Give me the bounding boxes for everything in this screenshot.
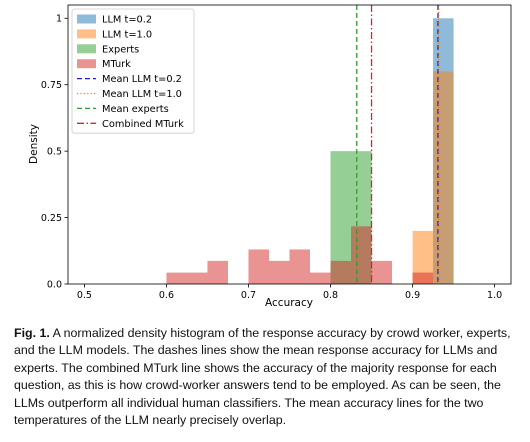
bar-mturk-9 [371,260,393,284]
legend-label-combined-mturk: Combined MTurk [102,119,184,130]
bar-mturk-6 [310,272,331,284]
legend-label-mean-llm-t-1-0: Mean LLM t=1.0 [102,89,182,100]
y-tick-label: 0.25 [41,213,62,224]
bar-llm-t-1-0-1 [433,71,454,284]
y-tick-label: 0.0 [47,279,62,290]
x-axis: 0.5 0.6 0.7 0.8 0.9 1.0 [77,284,502,301]
legend-label-mturk: MTurk [102,59,131,70]
caption-text: A normalized density histogram of the re… [14,326,511,428]
bar-mturk-7 [330,260,352,284]
x-tick-label: 1.0 [487,290,502,301]
bar-mturk-0 [166,272,187,284]
bar-mturk-1 [186,272,208,284]
figure: 0.5 0.6 0.7 0.8 0.9 1.0 0.0 0.25 0.5 0.75 1 Accur… [28,4,512,309]
y-tick-label: 1 [56,14,62,25]
legend-swatch-mturk [77,59,96,69]
y-axis-label: Density [28,124,40,164]
density-histogram-chart: 0.5 0.6 0.7 0.8 0.9 1.0 0.0 0.25 0.5 0.75 1 Accur… [28,4,512,309]
bar-mturk-2 [207,260,228,284]
legend: LLM t=0.2 LLM t=1.0 Experts MTurk Mean LLM t… [71,8,195,134]
legend-swatch-experts [77,44,96,54]
caption-label: Fig. 1. [14,326,50,340]
bar-mturk-8 [351,226,372,284]
legend-label-llm-t-1-0: LLM t=1.0 [102,29,152,40]
y-tick-label: 0.75 [41,80,62,91]
bar-mturk-5 [289,249,311,284]
legend-label-mean-llm-t-0-2: Mean LLM t=0.2 [102,74,182,85]
legend-swatch-llm-t-0-2 [77,14,96,24]
figure-caption: Fig. 1. A normalized density histogram o… [14,325,517,429]
x-tick-label: 0.5 [77,290,92,301]
bar-mturk-10 [412,272,434,284]
x-tick-label: 0.9 [405,290,420,301]
bar-llm-t-1-0-0 [412,230,434,284]
legend-label-llm-t-0-2: LLM t=0.2 [102,15,152,26]
bar-mturk-3 [248,249,269,284]
legend-swatch-llm-t-1-0 [77,29,96,39]
plot-frame [67,4,512,285]
legend-label-mean-experts: Mean experts [102,104,169,115]
legend-box [71,8,195,134]
bar-mturk-4 [268,260,290,284]
x-axis-label: Accuracy [265,297,313,309]
x-tick-label: 0.6 [159,290,174,301]
bar-experts-0 [330,151,352,284]
x-tick-label: 0.8 [323,290,338,301]
mean-lines-layer [356,5,440,284]
y-tick-label: 0.5 [47,146,62,157]
legend-label-experts: Experts [102,44,139,55]
y-axis: 0.0 0.25 0.5 0.75 1 [41,14,68,290]
x-tick-label: 0.7 [241,290,256,301]
